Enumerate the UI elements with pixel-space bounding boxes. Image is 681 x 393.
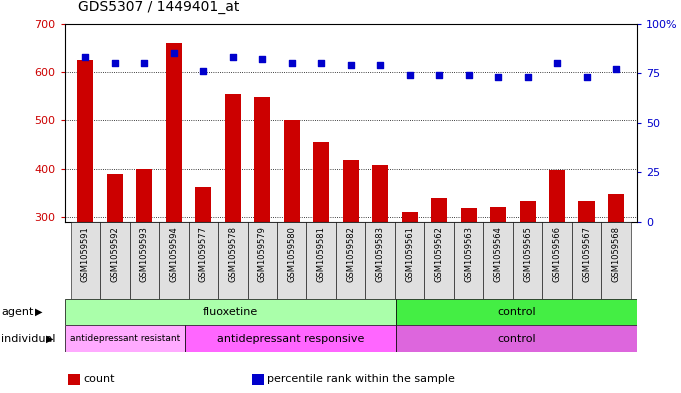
Point <box>463 72 474 78</box>
Text: GSM1059578: GSM1059578 <box>228 226 237 282</box>
Bar <box>601 222 631 299</box>
Point <box>581 74 592 80</box>
Bar <box>490 207 506 222</box>
Text: GDS5307 / 1449401_at: GDS5307 / 1449401_at <box>78 0 240 14</box>
Bar <box>107 174 123 222</box>
Bar <box>195 187 211 222</box>
Bar <box>484 222 513 299</box>
Bar <box>129 222 159 299</box>
Bar <box>277 222 306 299</box>
Text: GSM1059579: GSM1059579 <box>257 226 267 282</box>
Point <box>168 50 179 57</box>
Point <box>80 54 91 61</box>
Bar <box>366 222 395 299</box>
Bar <box>185 325 396 352</box>
Text: agent: agent <box>1 307 34 317</box>
Text: count: count <box>83 374 114 384</box>
Bar <box>65 325 185 352</box>
Bar <box>136 169 153 222</box>
Text: antidepressant resistant: antidepressant resistant <box>69 334 180 343</box>
Text: GSM1059561: GSM1059561 <box>405 226 414 282</box>
Bar <box>343 160 359 222</box>
Text: GSM1059582: GSM1059582 <box>346 226 355 282</box>
Bar <box>542 222 572 299</box>
Bar <box>77 60 93 222</box>
Bar <box>396 325 637 352</box>
Bar <box>424 222 454 299</box>
Text: GSM1059591: GSM1059591 <box>81 226 90 282</box>
Bar <box>431 198 447 222</box>
Text: GSM1059577: GSM1059577 <box>199 226 208 282</box>
Bar <box>65 299 396 325</box>
Text: GSM1059567: GSM1059567 <box>582 226 591 282</box>
Text: GSM1059563: GSM1059563 <box>464 226 473 282</box>
Bar <box>247 222 277 299</box>
Text: GSM1059566: GSM1059566 <box>552 226 562 282</box>
Text: individual: individual <box>1 334 56 344</box>
Bar <box>396 299 637 325</box>
Bar <box>218 222 247 299</box>
Bar <box>572 222 601 299</box>
Text: control: control <box>497 334 536 344</box>
Bar <box>100 222 129 299</box>
Text: fluoxetine: fluoxetine <box>203 307 258 317</box>
Bar <box>578 201 595 222</box>
Text: GSM1059594: GSM1059594 <box>170 226 178 282</box>
Bar <box>513 222 542 299</box>
Bar <box>549 170 565 222</box>
Bar <box>313 142 330 222</box>
Text: GSM1059564: GSM1059564 <box>494 226 503 282</box>
Bar <box>454 222 484 299</box>
Point <box>375 62 385 68</box>
Text: ▶: ▶ <box>46 334 54 344</box>
Point <box>434 72 445 78</box>
Point <box>257 56 268 62</box>
Bar <box>306 222 336 299</box>
Text: percentile rank within the sample: percentile rank within the sample <box>267 374 455 384</box>
Bar <box>283 120 300 222</box>
Text: GSM1059592: GSM1059592 <box>110 226 119 282</box>
Point <box>227 54 238 61</box>
Point <box>316 60 327 66</box>
Bar <box>372 165 388 222</box>
Point <box>522 74 533 80</box>
Bar <box>225 94 241 222</box>
Point <box>110 60 121 66</box>
Text: ▶: ▶ <box>35 307 43 317</box>
Bar <box>402 212 418 222</box>
Text: GSM1059583: GSM1059583 <box>376 226 385 282</box>
Bar <box>336 222 366 299</box>
Text: GSM1059568: GSM1059568 <box>612 226 620 282</box>
Point <box>198 68 209 74</box>
Point <box>345 62 356 68</box>
Point <box>611 66 622 72</box>
Text: antidepressant responsive: antidepressant responsive <box>217 334 364 344</box>
Bar <box>395 222 424 299</box>
Text: GSM1059581: GSM1059581 <box>317 226 326 282</box>
Bar <box>159 222 189 299</box>
Point <box>552 60 563 66</box>
Bar <box>254 97 270 222</box>
Text: GSM1059580: GSM1059580 <box>287 226 296 282</box>
Point <box>405 72 415 78</box>
Bar <box>189 222 218 299</box>
Bar <box>71 222 100 299</box>
Bar <box>608 194 624 222</box>
Text: GSM1059593: GSM1059593 <box>140 226 149 282</box>
Text: GSM1059565: GSM1059565 <box>523 226 532 282</box>
Point <box>139 60 150 66</box>
Point <box>492 74 503 80</box>
Bar <box>165 43 182 222</box>
Text: control: control <box>497 307 536 317</box>
Bar <box>520 201 536 222</box>
Text: GSM1059562: GSM1059562 <box>434 226 444 282</box>
Point <box>286 60 297 66</box>
Bar <box>460 209 477 222</box>
